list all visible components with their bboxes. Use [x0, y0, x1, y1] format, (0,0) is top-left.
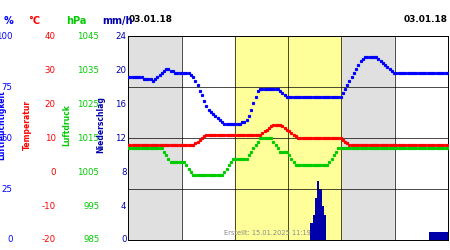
Text: Luftfeuchtigkeit: Luftfeuchtigkeit — [0, 90, 6, 160]
Text: -10: -10 — [42, 202, 56, 210]
Text: 995: 995 — [83, 202, 99, 210]
Text: mm/h: mm/h — [103, 16, 133, 26]
Bar — [234, 36, 342, 240]
Text: 0: 0 — [7, 236, 13, 244]
Bar — [324, 214, 326, 240]
Text: 1015: 1015 — [77, 134, 99, 142]
Bar — [288, 36, 341, 240]
Text: 1005: 1005 — [77, 168, 99, 176]
Text: 4: 4 — [121, 202, 126, 210]
Text: Luftdruck: Luftdruck — [62, 104, 71, 146]
Text: 1035: 1035 — [77, 66, 99, 75]
Bar — [442, 232, 445, 240]
Bar — [321, 206, 324, 240]
Text: Niederschlag: Niederschlag — [97, 96, 106, 154]
Bar — [313, 214, 315, 240]
Text: Temperatur: Temperatur — [22, 100, 32, 150]
Text: 8: 8 — [121, 168, 126, 176]
Text: 24: 24 — [116, 32, 126, 41]
Text: °C: °C — [28, 16, 40, 26]
Text: 30: 30 — [45, 66, 56, 75]
Text: 75: 75 — [2, 83, 13, 92]
Bar — [436, 232, 438, 240]
Bar — [181, 36, 235, 240]
Text: 40: 40 — [45, 32, 56, 41]
Text: 1045: 1045 — [77, 32, 99, 41]
Text: Erstellt: 15.01.2025 11:19: Erstellt: 15.01.2025 11:19 — [224, 230, 311, 236]
Text: 10: 10 — [45, 134, 56, 142]
Text: -20: -20 — [42, 236, 56, 244]
Bar — [320, 189, 321, 240]
Bar — [317, 180, 319, 240]
Bar — [235, 36, 288, 240]
Text: 12: 12 — [116, 134, 126, 142]
Bar — [315, 198, 317, 240]
Text: 16: 16 — [116, 100, 126, 109]
Text: 20: 20 — [45, 100, 56, 109]
Bar — [431, 232, 433, 240]
Bar — [310, 223, 313, 240]
Text: 100: 100 — [0, 32, 13, 41]
Text: 25: 25 — [2, 184, 13, 194]
Bar — [429, 232, 431, 240]
Text: 50: 50 — [2, 134, 13, 142]
Bar — [433, 232, 436, 240]
Text: hPa: hPa — [67, 16, 87, 26]
Bar — [440, 232, 442, 240]
Text: 1025: 1025 — [77, 100, 99, 109]
Bar — [128, 36, 181, 240]
Bar — [395, 36, 448, 240]
Text: 03.01.18: 03.01.18 — [404, 15, 448, 24]
Bar — [438, 232, 440, 240]
Text: 0: 0 — [121, 236, 126, 244]
Text: 0: 0 — [50, 168, 56, 176]
Bar — [341, 36, 395, 240]
Text: 985: 985 — [83, 236, 99, 244]
Text: 20: 20 — [116, 66, 126, 75]
Bar — [445, 232, 447, 240]
Text: 03.01.18: 03.01.18 — [128, 15, 172, 24]
Bar — [447, 232, 449, 240]
Text: %: % — [4, 16, 13, 26]
